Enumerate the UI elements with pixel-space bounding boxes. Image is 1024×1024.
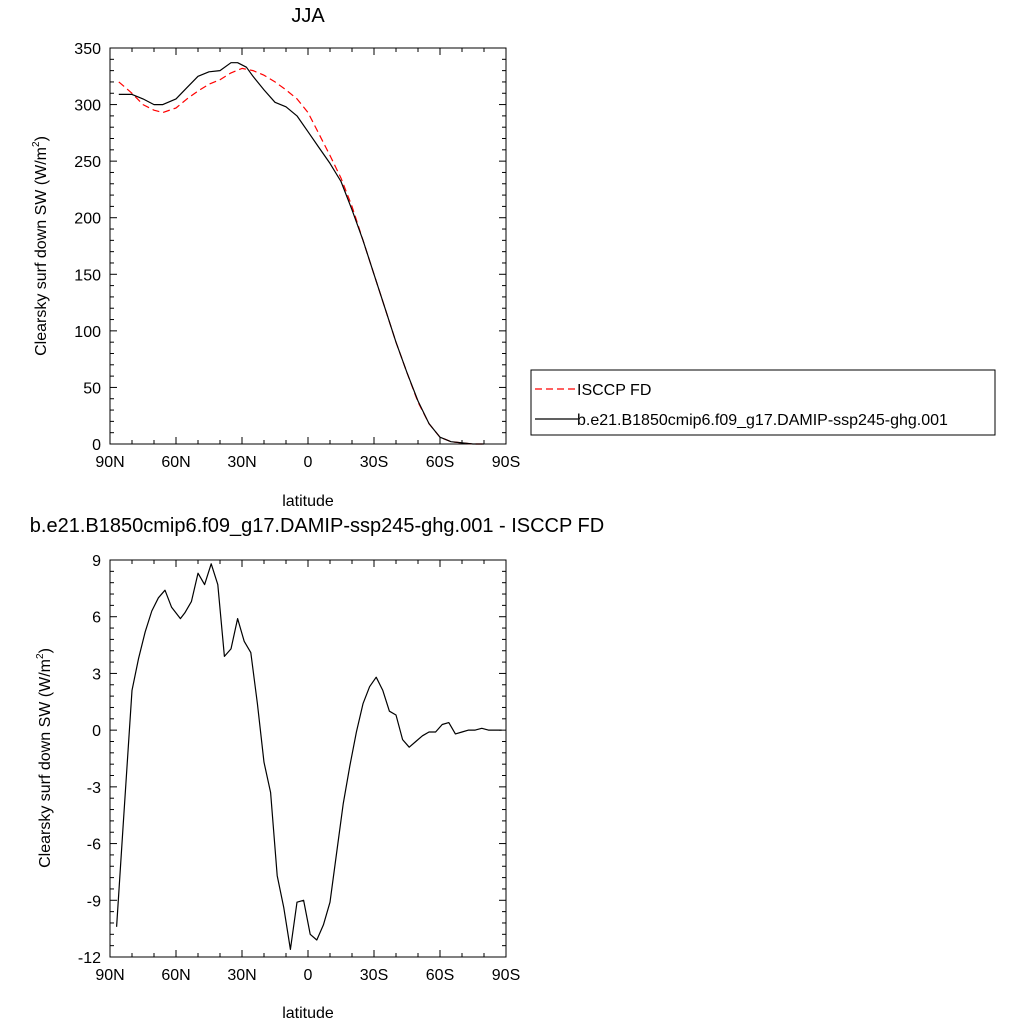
plot-frame — [109, 559, 507, 958]
y-tick-label: -12 — [78, 950, 101, 967]
y-tick-labels: 0 50 100 150 200 250 300 350 — [74, 41, 101, 454]
x-tick-label: 60N — [161, 454, 190, 471]
x-tick-label: 90N — [95, 967, 124, 984]
series-line-1 — [118, 62, 484, 445]
y-tick-label: 300 — [74, 98, 101, 115]
y-tick-label: 150 — [74, 267, 101, 284]
axis-ticks — [109, 559, 507, 958]
legend-box — [530, 369, 996, 436]
y-tick-label: 100 — [74, 324, 101, 341]
x-tick-label: 30N — [227, 967, 256, 984]
x-tick-label: 60S — [426, 454, 454, 471]
chart-panel-climatology: JJA 90N 60N 30N 0 30S 60S 90S 0 50 100 150 200 250 3… — [31, 5, 996, 510]
y-axis-label: Clearsky surf down SW (W/m2) — [31, 136, 50, 356]
x-tick-labels: 90N 60N 30N 0 30S 60S 90S — [95, 967, 520, 984]
x-tick-label: 30S — [360, 454, 388, 471]
x-tick-label: 0 — [304, 454, 313, 471]
series-line-0 — [116, 563, 502, 951]
chart-title: JJA — [291, 5, 325, 27]
x-axis-label: latitude — [282, 493, 334, 510]
y-tick-label: 200 — [74, 211, 101, 228]
y-tick-label: 0 — [92, 437, 101, 454]
x-axis-label: latitude — [282, 1005, 334, 1022]
y-tick-label: 350 — [74, 41, 101, 58]
y-tick-label: 0 — [92, 723, 101, 740]
y-tick-label: -6 — [87, 837, 101, 854]
y-tick-label: 6 — [92, 610, 101, 627]
legend: ISCCP FD b.e21.B1850cmip6.f09_g17.DAMIP-… — [530, 369, 996, 436]
chart-panel-difference: b.e21.B1850cmip6.f09_g17.DAMIP-ssp245-gh… — [30, 515, 604, 1022]
y-tick-label: -3 — [87, 780, 101, 797]
legend-label-model: b.e21.B1850cmip6.f09_g17.DAMIP-ssp245-gh… — [577, 412, 948, 429]
x-tick-label: 90S — [492, 454, 520, 471]
series-line-0 — [118, 67, 484, 445]
x-tick-label: 90S — [492, 967, 520, 984]
series-lines — [116, 563, 502, 951]
y-tick-label: 250 — [74, 154, 101, 171]
series-lines — [118, 62, 484, 445]
chart-title: b.e21.B1850cmip6.f09_g17.DAMIP-ssp245-gh… — [30, 515, 604, 537]
x-tick-labels: 90N 60N 30N 0 30S 60S 90S — [95, 454, 520, 471]
x-tick-label: 30N — [227, 454, 256, 471]
y-tick-label: 9 — [92, 553, 101, 570]
x-tick-label: 60S — [426, 967, 454, 984]
y-tick-label: 50 — [83, 380, 101, 397]
x-tick-label: 0 — [304, 967, 313, 984]
y-tick-label: -9 — [87, 893, 101, 910]
y-tick-labels: -12 -9 -6 -3 0 3 6 9 — [78, 553, 101, 967]
y-axis-label: Clearsky surf down SW (W/m2) — [35, 648, 54, 868]
axis-ticks — [109, 47, 507, 445]
x-tick-label: 90N — [95, 454, 124, 471]
plot-frame — [109, 47, 507, 445]
y-tick-label: 3 — [92, 666, 101, 683]
x-tick-label: 30S — [360, 967, 388, 984]
legend-label-isccp: ISCCP FD — [577, 382, 651, 399]
x-tick-label: 60N — [161, 967, 190, 984]
